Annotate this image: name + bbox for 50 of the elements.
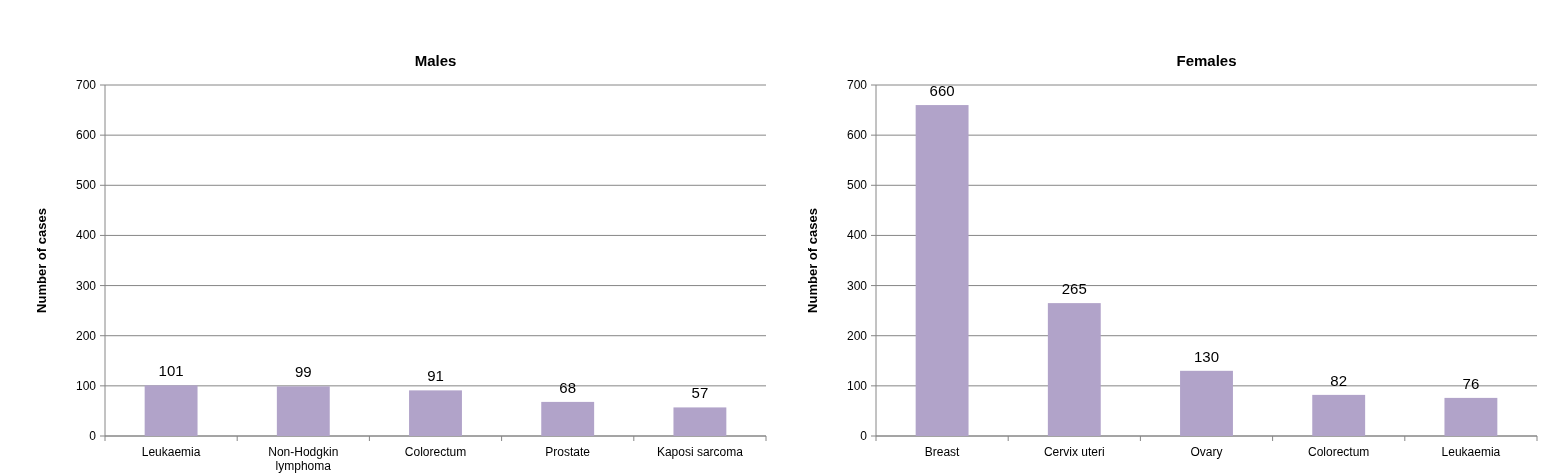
- y-tick-label: 200: [75, 328, 97, 343]
- bar: [1047, 303, 1101, 436]
- x-tick-label: Cervix uteri: [1043, 445, 1105, 459]
- x-tick-label: Leukaemia: [141, 445, 201, 459]
- y-axis-title: Number of cases: [34, 208, 49, 313]
- y-tick-label: 600: [846, 128, 868, 143]
- bar: [1180, 370, 1233, 436]
- data-label: 91: [427, 367, 444, 385]
- y-tick-label: 600: [75, 128, 97, 143]
- y-tick-label: 0: [860, 429, 868, 443]
- data-label: 99: [294, 363, 312, 381]
- data-label: 130: [1193, 347, 1220, 365]
- bar: [1312, 394, 1366, 436]
- y-tick-label: 500: [75, 178, 97, 193]
- data-label: 660: [929, 82, 955, 100]
- x-tick-label: Breast: [924, 445, 961, 459]
- x-tick-label: Colorectum: [404, 445, 467, 459]
- x-tick-label: Non-Hodgkin lymphoma: [268, 445, 339, 473]
- bar: [1444, 397, 1498, 436]
- y-tick-label: 300: [846, 278, 868, 293]
- x-tick-label: Kaposi sarcoma: [656, 445, 744, 459]
- bar: [673, 407, 727, 436]
- data-label: 68: [559, 378, 577, 396]
- data-label: 76: [1462, 374, 1480, 392]
- x-tick-label: Ovary: [1190, 445, 1223, 459]
- y-tick-label: 0: [89, 429, 97, 443]
- chart-title: Males: [414, 52, 457, 69]
- data-label: 101: [158, 362, 184, 380]
- y-tick-label: 700: [75, 78, 97, 92]
- bar: [276, 386, 330, 436]
- y-tick-label: 100: [75, 378, 97, 393]
- data-label: 82: [1330, 371, 1348, 389]
- bar: [409, 390, 462, 436]
- y-tick-label: 500: [846, 178, 868, 193]
- y-tick-label: 200: [846, 328, 868, 343]
- bar: [541, 401, 595, 436]
- y-axis-title: Number of cases: [805, 208, 820, 313]
- y-tick-label: 400: [846, 228, 868, 243]
- x-tick-label: Prostate: [545, 445, 591, 459]
- bar: [144, 385, 198, 436]
- chart-title: Females: [1176, 52, 1237, 69]
- bar: [915, 105, 969, 436]
- x-tick-label: Colorectum: [1308, 445, 1370, 459]
- y-tick-label: 100: [846, 378, 868, 393]
- y-tick-label: 300: [75, 278, 97, 293]
- y-tick-label: 400: [75, 228, 97, 243]
- x-tick-label: Leukaemia: [1441, 445, 1501, 459]
- data-label: 265: [1061, 280, 1087, 298]
- y-tick-label: 700: [846, 78, 868, 92]
- data-label: 57: [691, 384, 709, 402]
